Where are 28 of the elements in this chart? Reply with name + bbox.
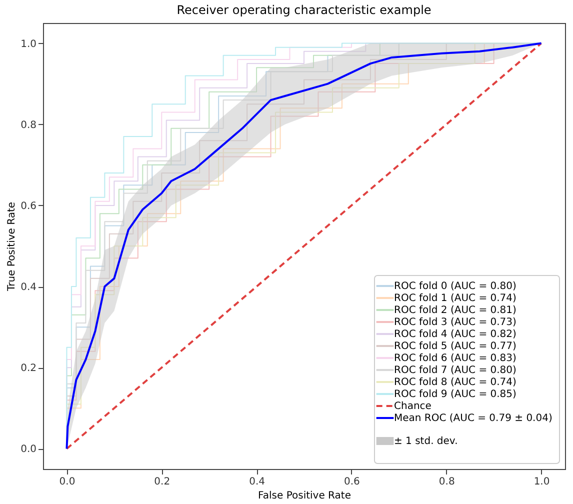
legend-label: ROC fold 4 (AUC = 0.82) bbox=[394, 329, 517, 340]
legend-label: ROC fold 1 (AUC = 0.74) bbox=[394, 293, 517, 304]
legend-label: ROC fold 6 (AUC = 0.83) bbox=[394, 353, 517, 364]
x-tick-label: 0.8 bbox=[438, 476, 455, 488]
y-tick-label: 0.8 bbox=[20, 120, 36, 131]
x-axis-title: False Positive Rate bbox=[258, 490, 351, 502]
legend-label: Mean ROC (AUC = 0.79 ± 0.04) bbox=[394, 413, 552, 424]
legend-label: ROC fold 3 (AUC = 0.73) bbox=[394, 317, 517, 328]
chart-title: Receiver operating characteristic example bbox=[176, 3, 432, 17]
y-tick-label: 0.2 bbox=[20, 363, 36, 374]
y-tick-label: 1.0 bbox=[20, 38, 36, 50]
legend-label: ROC fold 2 (AUC = 0.81) bbox=[394, 305, 517, 316]
y-tick-label: 0.6 bbox=[20, 200, 36, 212]
annotation: ± 1 std. dev. bbox=[394, 436, 458, 447]
x-tick-label: 1.0 bbox=[534, 476, 550, 488]
x-tick-label: 0.4 bbox=[249, 476, 265, 488]
y-tick-label: 0.0 bbox=[20, 444, 36, 456]
legend-label: ROC fold 7 (AUC = 0.80) bbox=[394, 365, 517, 376]
legend-label: ROC fold 8 (AUC = 0.74) bbox=[394, 377, 517, 388]
x-tick-label: 0.2 bbox=[154, 476, 170, 488]
legend-label: ROC fold 9 (AUC = 0.85) bbox=[394, 389, 517, 400]
x-tick-label: 0.0 bbox=[59, 476, 76, 488]
legend-label: ROC fold 5 (AUC = 0.77) bbox=[394, 341, 517, 352]
x-tick-label: 0.6 bbox=[344, 476, 360, 488]
y-axis-title: True Positive Rate bbox=[6, 202, 18, 292]
legend-label: Chance bbox=[394, 401, 432, 412]
y-tick-label: 0.4 bbox=[20, 282, 36, 294]
legend-label: ROC fold 0 (AUC = 0.80) bbox=[394, 281, 517, 292]
